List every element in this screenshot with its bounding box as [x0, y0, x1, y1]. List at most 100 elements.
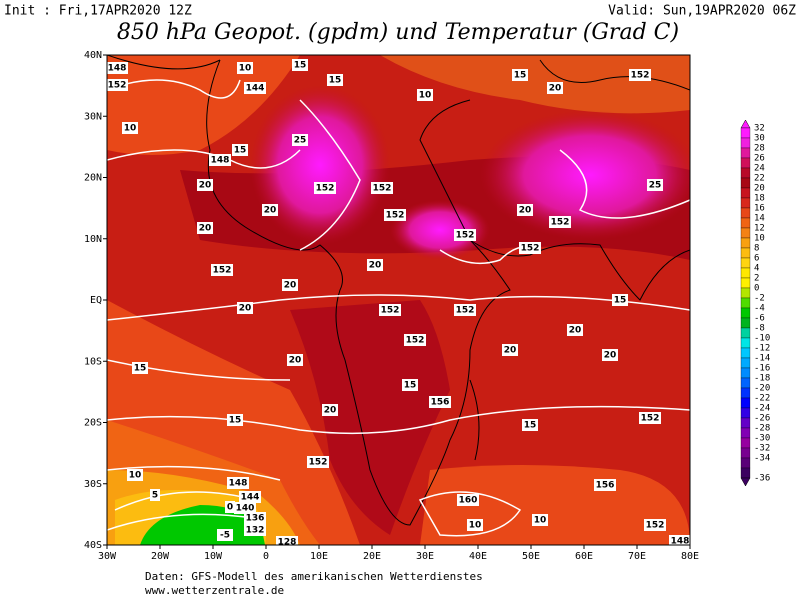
- lat-label: 30N: [84, 111, 102, 122]
- contour-label-box: [292, 59, 308, 71]
- colorbar-label: 2: [754, 274, 759, 284]
- contour-label-box: [244, 82, 266, 94]
- contour-label-box: [150, 489, 160, 501]
- data-source: Daten: GFS-Modell des amerikanischen Wet…: [145, 570, 483, 583]
- colorbar-label: -16: [754, 364, 770, 374]
- contour-label: 15: [514, 71, 527, 81]
- contours: [107, 79, 690, 537]
- lon-label: 20W: [151, 551, 170, 562]
- lon-label: 80E: [681, 551, 699, 562]
- colorbar-swatch: [740, 367, 751, 379]
- contour-label: 148: [108, 64, 127, 74]
- lon-label: 20E: [363, 551, 381, 562]
- contour-label-box: [612, 294, 628, 306]
- contour-label-box: [371, 182, 393, 194]
- contour-label-box: [262, 204, 278, 216]
- contour-label-box: [209, 154, 231, 166]
- contour-label: 10: [534, 516, 547, 526]
- contour-label: 144: [241, 493, 260, 503]
- contour-label-box: [647, 179, 663, 191]
- contour-label: 20: [239, 304, 252, 314]
- colorbar-label: -18: [754, 374, 770, 384]
- map-title: 850 hPa Geopot. (gpdm) und Temperatur (G…: [117, 20, 679, 45]
- contour-label-box: [639, 412, 661, 424]
- contour-label: 152: [456, 231, 475, 241]
- colorbar-label: 30: [754, 134, 765, 144]
- lat-label: 40S: [84, 540, 102, 551]
- contour-label: 15: [294, 61, 307, 71]
- contour-label: 152: [406, 336, 425, 346]
- contour-label: 15: [404, 381, 417, 391]
- colorbar-swatch: [740, 447, 751, 459]
- colorbar-label: 18: [754, 194, 765, 204]
- contour-label: 148: [671, 537, 690, 547]
- colorbar-swatch: [740, 377, 751, 389]
- contour-label-box: [512, 69, 528, 81]
- colorbar-swatch: [740, 277, 751, 289]
- contour-label: 15: [614, 296, 627, 306]
- contour-label-box: [132, 362, 148, 374]
- lon-label: 0: [263, 551, 269, 562]
- contour-label: 128: [278, 538, 297, 548]
- colorbar-label: -32: [754, 444, 770, 454]
- contour-label-box: [232, 144, 248, 156]
- colorbar-label: -24: [754, 404, 770, 414]
- contour-label-box: [307, 456, 329, 468]
- contour-label: 20: [264, 206, 277, 216]
- contour-label: 20: [284, 281, 297, 291]
- contour-label: 15: [329, 76, 342, 86]
- contour-label: 152: [316, 184, 335, 194]
- colorbar-label: -22: [754, 394, 770, 404]
- colorbar-swatch: [740, 347, 751, 359]
- colorbar-label: -4: [754, 304, 765, 314]
- colorbar-label: -28: [754, 424, 770, 434]
- contour-label-box: [549, 216, 571, 228]
- contour-label-box: [519, 242, 541, 254]
- contour-label-box: [379, 304, 401, 316]
- colorbar-swatch: [740, 137, 751, 149]
- contour-label: 10: [124, 124, 137, 134]
- contour-label-box: [234, 502, 256, 514]
- contour-label: 152: [551, 218, 570, 228]
- contour-label-box: [217, 529, 233, 541]
- contour-label: 15: [229, 416, 242, 426]
- init-time: Init : Fri,17APR2020 12Z: [4, 4, 192, 19]
- colorbar-label: 6: [754, 254, 759, 264]
- contour-label: 152: [381, 306, 400, 316]
- contour-label-box: [244, 524, 266, 536]
- contour-label: 20: [549, 84, 562, 94]
- contour-label-box: [237, 302, 253, 314]
- contour-label: 10: [469, 521, 482, 531]
- colorbar-swatch: [740, 357, 751, 369]
- colorbar-swatch: [740, 387, 751, 399]
- contour-label-box: [669, 535, 690, 545]
- colorbar-label: -20: [754, 384, 770, 394]
- colorbar-swatch: [740, 327, 751, 339]
- lon-label: 60E: [575, 551, 593, 562]
- contour-label: 152: [646, 521, 665, 531]
- contour-label: 152: [386, 211, 405, 221]
- contour-label-box: [384, 209, 406, 221]
- colorbar-label: -6: [754, 314, 765, 324]
- contour-label: 152: [641, 414, 660, 424]
- field-hottest: [250, 85, 390, 245]
- contour-label: 144: [246, 84, 265, 94]
- lat-label: 10N: [84, 234, 102, 245]
- contour-label: 0: [227, 503, 233, 513]
- colorbar-swatch: [740, 157, 751, 169]
- lat-label: 30S: [84, 479, 102, 490]
- contour-label-box: [239, 491, 261, 503]
- contour-label-box: [292, 134, 308, 146]
- contour-label: 5: [152, 491, 158, 501]
- contour-label-box: [502, 344, 518, 356]
- lat-label: 20N: [84, 173, 102, 184]
- contour-label-box: [244, 512, 266, 524]
- colorbar-swatch: [740, 307, 751, 319]
- contour-label-box: [211, 264, 233, 276]
- contour-label-box: [467, 519, 483, 531]
- colorbar-label: 8: [754, 244, 759, 254]
- contour-label: 20: [289, 356, 302, 366]
- colorbar-swatch: [740, 397, 751, 409]
- colorbar-swatch: [740, 217, 751, 229]
